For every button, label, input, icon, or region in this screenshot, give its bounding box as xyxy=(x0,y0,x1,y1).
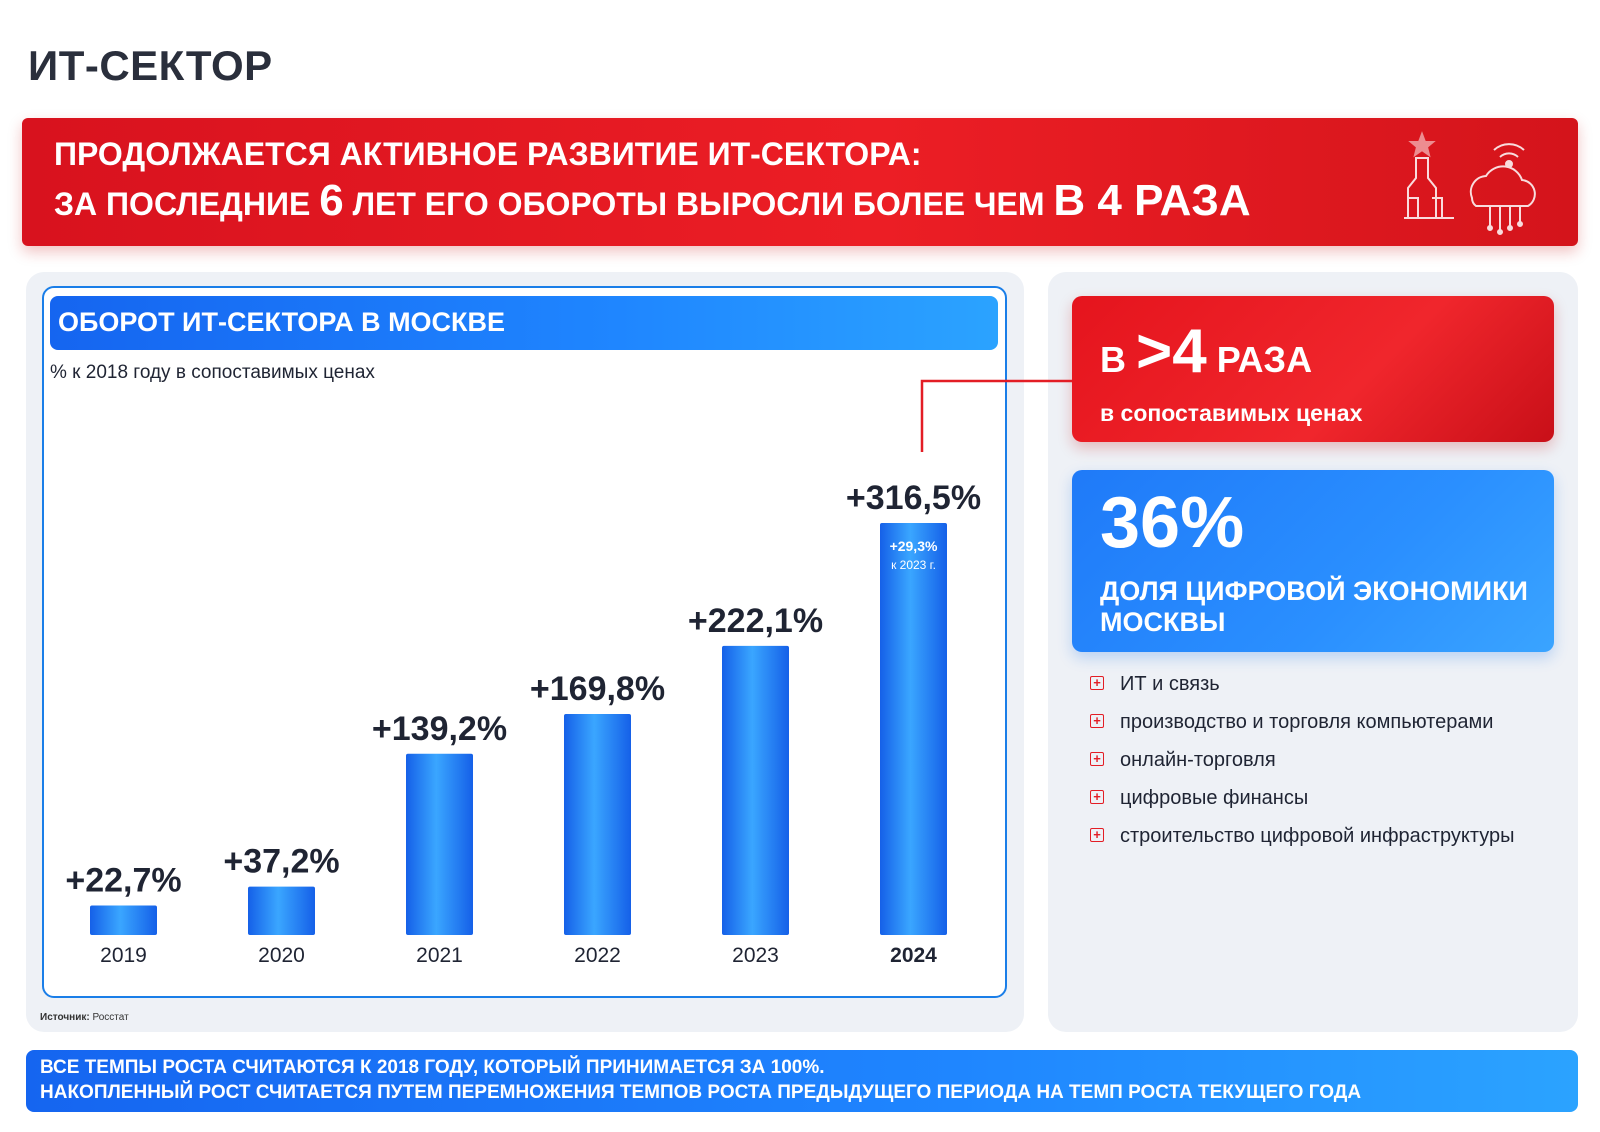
banner-years-number: 6 xyxy=(319,176,344,225)
chart-header: ОБОРОТ ИТ-СЕКТОРА В МОСКВЕ xyxy=(50,296,998,350)
list-item: + производство и торговля компьютерами xyxy=(1090,710,1540,734)
bar-2024 xyxy=(880,523,947,935)
footer-line-2: НАКОПЛЕННЫЙ РОСТ СЧИТАЕТСЯ ПУТЕМ ПЕРЕМНО… xyxy=(40,1082,1362,1103)
plus-square-icon: + xyxy=(1090,790,1104,804)
list-item-label: ИТ и связь xyxy=(1120,673,1220,695)
list-item-label: строительство цифровой инфраструктуры xyxy=(1120,825,1515,847)
bar-2021 xyxy=(406,753,473,935)
growth-caption: в сопоставимых ценах xyxy=(1100,400,1363,426)
growth-number: >4 xyxy=(1136,317,1207,386)
plus-square-icon: + xyxy=(1090,714,1104,728)
bar-chart: +22,7% 2019 +37,2% 2020 +139,2% 2021 +169,8% 20… xyxy=(65,479,981,967)
list-item-label: онлайн-торговля xyxy=(1120,749,1276,771)
x-tick-2022: 2022 xyxy=(574,944,621,967)
digital-share-card: 36% ДОЛЯ ЦИФРОВОЙ ЭКОНОМИКИ МОСКВЫ xyxy=(1072,470,1554,652)
data-label-2020: +37,2% xyxy=(223,843,339,881)
footer-line-1: ВСЕ ТЕМПЫ РОСТА СЧИТАЮТСЯ К 2018 ГОДУ, К… xyxy=(40,1057,825,1078)
growth-suffix: РАЗА xyxy=(1206,339,1313,380)
kremlin-cloud-wifi-icon xyxy=(1404,131,1536,235)
bar-2020 xyxy=(248,886,315,935)
growth-headline: В >4 РАЗА xyxy=(1100,316,1312,387)
headline-banner: ПРОДОЛЖАЕТСЯ АКТИВНОЕ РАЗВИТИЕ ИТ-СЕКТОР… xyxy=(22,118,1578,246)
growth-card: В >4 РАЗА в сопоставимых ценах xyxy=(1072,296,1554,442)
data-label-2022: +169,8% xyxy=(530,670,665,708)
data-label-2023: +222,1% xyxy=(688,602,823,640)
banner-highlight: В 4 РАЗА xyxy=(1053,176,1251,225)
source-label: Источник: xyxy=(40,1012,90,1023)
bar-2023 xyxy=(722,645,789,935)
bar-annotation-caption: к 2023 г. xyxy=(891,558,936,572)
digital-share-percent: 36% xyxy=(1100,483,1245,563)
list-item: + онлайн-торговля xyxy=(1090,748,1540,772)
chart-title: ОБОРОТ ИТ-СЕКТОРА В МОСКВЕ xyxy=(58,307,506,337)
x-tick-2024: 2024 xyxy=(890,944,937,967)
plus-square-icon: + xyxy=(1090,752,1104,766)
digital-share-description: ДОЛЯ ЦИФРОВОЙ ЭКОНОМИКИ МОСКВЫ xyxy=(1100,576,1528,637)
plus-square-icon: + xyxy=(1090,676,1104,690)
x-tick-2023: 2023 xyxy=(732,944,779,967)
banner-line-1: ПРОДОЛЖАЕТСЯ АКТИВНОЕ РАЗВИТИЕ ИТ-СЕКТОР… xyxy=(54,136,922,172)
footer-note: ВСЕ ТЕМПЫ РОСТА СЧИТАЮТСЯ К 2018 ГОДУ, К… xyxy=(26,1050,1578,1112)
banner-text-b: ЛЕТ ЕГО ОБОРОТЫ ВЫРОСЛИ БОЛЕЕ ЧЕМ xyxy=(343,186,1054,222)
bar-annotation-value: +29,3% xyxy=(890,538,938,554)
page-title: ИТ-СЕКТОР xyxy=(28,42,273,89)
banner-text-a: ЗА ПОСЛЕДНИЕ xyxy=(54,186,320,222)
x-tick-2021: 2021 xyxy=(416,944,463,967)
list-item: + цифровые финансы xyxy=(1090,786,1540,810)
banner-line-2: ЗА ПОСЛЕДНИЕ 6 ЛЕТ ЕГО ОБОРОТЫ ВЫРОСЛИ Б… xyxy=(54,176,1251,226)
plus-square-icon: + xyxy=(1090,828,1104,842)
chart-subtitle: % к 2018 году в сопоставимых ценах xyxy=(50,362,375,383)
growth-prefix: В xyxy=(1100,339,1136,380)
source-note: Источник: Росстат xyxy=(40,1012,129,1023)
data-label-2019: +22,7% xyxy=(65,861,181,899)
list-item-label: производство и торговля компьютерами xyxy=(1120,711,1494,733)
x-tick-2019: 2019 xyxy=(100,944,147,967)
data-label-2024: +316,5% xyxy=(846,479,981,517)
source-value: Росстат xyxy=(92,1012,129,1023)
data-label-2021: +139,2% xyxy=(372,710,507,748)
list-item: + строительство цифровой инфраструктуры xyxy=(1090,824,1540,848)
list-item: + ИТ и связь xyxy=(1090,672,1540,696)
bar-2022 xyxy=(564,713,631,935)
x-tick-2020: 2020 xyxy=(258,944,305,967)
digital-economy-list: + ИТ и связь + производство и торговля ком… xyxy=(1090,672,1540,862)
chart-card xyxy=(42,286,1007,998)
bar-2019 xyxy=(90,905,157,935)
list-item-label: цифровые финансы xyxy=(1120,787,1309,809)
